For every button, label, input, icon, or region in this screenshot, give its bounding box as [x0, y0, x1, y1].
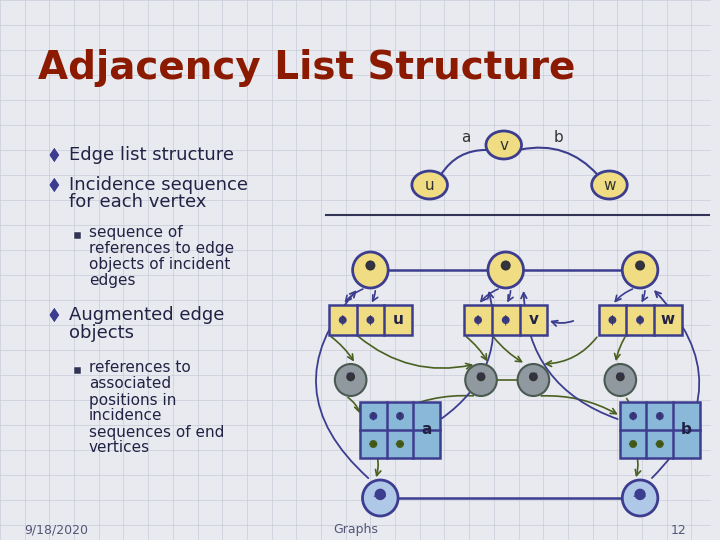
Text: Adjacency List Structure: Adjacency List Structure [37, 49, 575, 87]
Text: u: u [425, 178, 434, 192]
Text: Incidence sequence: Incidence sequence [69, 176, 248, 194]
Circle shape [346, 372, 355, 381]
Polygon shape [74, 367, 81, 374]
Text: vertices: vertices [89, 441, 150, 456]
Text: v: v [499, 138, 508, 152]
Circle shape [366, 260, 375, 271]
Polygon shape [49, 177, 60, 193]
Circle shape [622, 480, 658, 516]
Circle shape [374, 489, 386, 500]
Circle shape [629, 440, 637, 448]
Text: sequences of end: sequences of end [89, 424, 224, 440]
FancyBboxPatch shape [620, 402, 700, 458]
Text: Augmented edge: Augmented edge [69, 306, 225, 324]
Text: w: w [603, 178, 616, 192]
Text: objects: objects [69, 324, 134, 342]
Text: references to: references to [89, 361, 191, 375]
Text: positions in: positions in [89, 393, 176, 408]
Circle shape [656, 412, 664, 420]
Circle shape [396, 440, 404, 448]
Circle shape [339, 316, 347, 324]
Text: objects of incident: objects of incident [89, 256, 230, 272]
FancyBboxPatch shape [360, 402, 440, 458]
Text: v: v [528, 313, 539, 327]
Text: a: a [462, 131, 471, 145]
Circle shape [353, 252, 388, 288]
Text: 12: 12 [671, 523, 686, 537]
Text: Graphs: Graphs [333, 523, 378, 537]
Circle shape [369, 440, 377, 448]
Polygon shape [74, 232, 81, 239]
Ellipse shape [486, 131, 521, 159]
Text: edges: edges [89, 273, 135, 287]
FancyBboxPatch shape [598, 305, 682, 335]
Circle shape [608, 316, 616, 324]
Circle shape [488, 252, 523, 288]
Text: a: a [421, 422, 432, 437]
Circle shape [362, 480, 398, 516]
Circle shape [656, 440, 664, 448]
Circle shape [369, 412, 377, 420]
Circle shape [465, 364, 497, 396]
Circle shape [635, 260, 645, 271]
Text: incidence: incidence [89, 408, 163, 423]
Text: references to edge: references to edge [89, 240, 234, 255]
Circle shape [366, 316, 374, 324]
Circle shape [474, 316, 482, 324]
Polygon shape [49, 147, 60, 163]
Text: sequence of: sequence of [89, 225, 183, 240]
Circle shape [605, 364, 636, 396]
Circle shape [636, 316, 644, 324]
Circle shape [529, 372, 538, 381]
Circle shape [335, 364, 366, 396]
Ellipse shape [592, 171, 627, 199]
Circle shape [396, 412, 404, 420]
Ellipse shape [412, 171, 447, 199]
Text: w: w [661, 313, 675, 327]
Polygon shape [49, 307, 60, 323]
Circle shape [500, 260, 510, 271]
Text: 9/18/2020: 9/18/2020 [24, 523, 89, 537]
Text: b: b [681, 422, 692, 437]
FancyBboxPatch shape [329, 305, 412, 335]
Circle shape [634, 489, 646, 500]
Circle shape [616, 372, 625, 381]
Circle shape [518, 364, 549, 396]
Circle shape [477, 372, 485, 381]
FancyBboxPatch shape [464, 305, 547, 335]
Circle shape [622, 252, 658, 288]
Text: u: u [392, 313, 403, 327]
Text: b: b [553, 131, 563, 145]
Text: for each vertex: for each vertex [69, 193, 207, 211]
Text: associated: associated [89, 376, 171, 392]
Text: Edge list structure: Edge list structure [69, 146, 234, 164]
Circle shape [502, 316, 510, 324]
Circle shape [629, 412, 637, 420]
